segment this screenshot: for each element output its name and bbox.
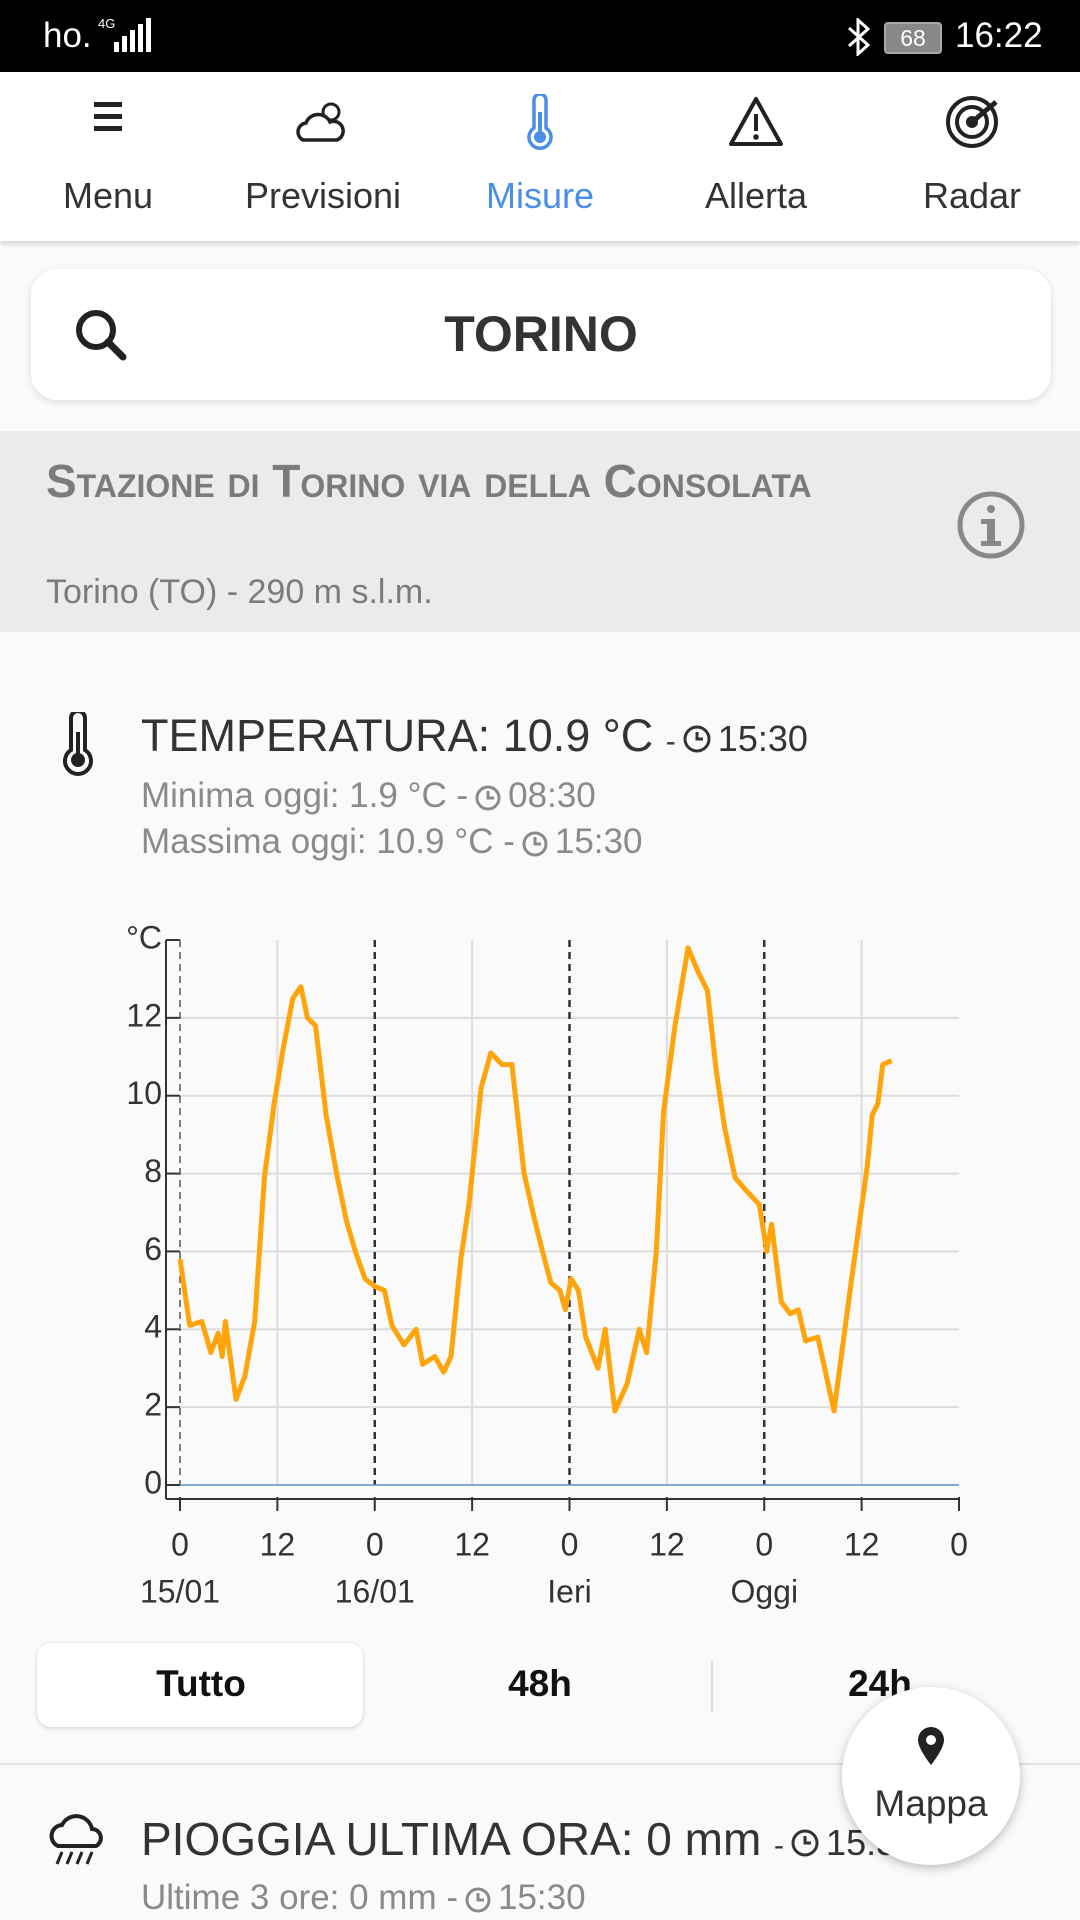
y-tick-label: 4 bbox=[144, 1309, 162, 1345]
max-time: 15:30 bbox=[554, 822, 643, 861]
nav-item[interactable]: Menu bbox=[8, 72, 208, 241]
nav-bar: Menu Previsioni Misure Allerta Radar bbox=[0, 72, 1080, 241]
temperature-line bbox=[177, 945, 893, 1414]
y-tick-label: 12 bbox=[126, 997, 162, 1033]
nav-icon bbox=[296, 102, 345, 142]
signal-icon bbox=[114, 18, 151, 52]
rain-value: PIOGGIA ULTIMA ORA: 0 mm bbox=[141, 1813, 762, 1865]
nav-item[interactable]: Misure bbox=[440, 72, 640, 241]
nav-item[interactable]: Radar bbox=[872, 72, 1072, 241]
x-tick-label: 12 bbox=[260, 1526, 296, 1562]
clock-icon bbox=[475, 785, 501, 811]
rain-icon bbox=[49, 1814, 103, 1865]
x-tick-label: 0 bbox=[561, 1526, 579, 1562]
temperature-chart: 0 2 4 6 8 10 12 °C 0 12 0 12 0 12 0 12 0 15/01 16/01 Ieri Og… bbox=[126, 919, 968, 1609]
info-icon[interactable] bbox=[955, 489, 1027, 561]
network: 4G bbox=[98, 16, 116, 31]
nav-label: Allerta bbox=[704, 175, 808, 216]
range-selected bbox=[37, 1643, 363, 1727]
clock-icon bbox=[522, 831, 548, 857]
temperature-time: 15:30 bbox=[717, 718, 808, 759]
temperature-min: Minima oggi: 1.9 °C - 08:30 bbox=[141, 776, 596, 816]
nav-label: Menu bbox=[62, 175, 154, 216]
x-tick-label: 0 bbox=[950, 1526, 968, 1562]
x-tick-label: 0 bbox=[171, 1526, 189, 1562]
station-location: Torino (TO) - 290 m s.l.m. bbox=[46, 573, 433, 611]
nav-icon bbox=[946, 96, 998, 148]
carrier: ho. bbox=[43, 16, 92, 55]
nav-label: Misure bbox=[485, 175, 595, 216]
nav-item[interactable]: Allerta bbox=[656, 72, 856, 241]
temperature-value: TEMPERATURA: 10.9 °C bbox=[141, 710, 654, 761]
x-tick-label: 0 bbox=[755, 1526, 773, 1562]
x-tick-label: 12 bbox=[844, 1526, 880, 1562]
min-label: Minima oggi: 1.9 °C - bbox=[141, 776, 469, 815]
search-box[interactable]: TORINO bbox=[31, 269, 1051, 400]
map-label: Mappa bbox=[874, 1783, 988, 1824]
min-time: 08:30 bbox=[508, 776, 596, 815]
x-tick-label: 12 bbox=[454, 1526, 490, 1562]
station-name: Stazione di Torino via della Consolata bbox=[46, 455, 812, 507]
nav-icon bbox=[729, 97, 783, 146]
separator: - bbox=[774, 1829, 785, 1862]
separator: - bbox=[665, 725, 676, 758]
rain-sub-label: Ultime 3 ore: 0 mm - bbox=[141, 1878, 458, 1917]
rain-sub: Ultime 3 ore: 0 mm - 15:30 bbox=[141, 1878, 586, 1918]
max-label: Massima oggi: 10.9 °C - bbox=[141, 822, 515, 861]
day-label: 15/01 bbox=[140, 1573, 220, 1609]
battery-level: 68 bbox=[900, 25, 926, 51]
thermometer-icon bbox=[63, 712, 93, 776]
nav-item[interactable]: Previsioni bbox=[223, 72, 423, 241]
y-tick-label: 0 bbox=[144, 1464, 162, 1500]
y-tick-label: 2 bbox=[144, 1387, 162, 1423]
range-option[interactable]: Tutto bbox=[156, 1663, 246, 1704]
battery-icon: 68 bbox=[884, 22, 942, 54]
x-tick-label: 0 bbox=[366, 1526, 384, 1562]
station-header: Stazione di Torino via della Consolata T… bbox=[0, 431, 1080, 632]
y-tick-label: 10 bbox=[126, 1075, 162, 1111]
rain-title: PIOGGIA ULTIMA ORA: 0 mm -15:30 bbox=[141, 1812, 916, 1866]
divider bbox=[0, 1763, 1080, 1765]
range-separator bbox=[711, 1660, 713, 1712]
day-label: Ieri bbox=[547, 1573, 591, 1609]
x-tick-label: 12 bbox=[649, 1526, 685, 1562]
y-tick-label: 8 bbox=[144, 1153, 162, 1189]
nav-icon bbox=[527, 94, 553, 150]
search-query: TORINO bbox=[444, 306, 638, 362]
y-tick-label: °C bbox=[126, 919, 162, 955]
nav-label: Previsioni bbox=[244, 175, 402, 216]
clock-icon bbox=[465, 1887, 491, 1913]
rain-sub-time: 15:30 bbox=[498, 1878, 586, 1917]
temperature-max: Massima oggi: 10.9 °C - 15:30 bbox=[141, 822, 642, 862]
clock-time: 16:22 bbox=[955, 16, 1043, 55]
pin-icon bbox=[918, 1727, 944, 1765]
map-button[interactable]: Mappa bbox=[842, 1687, 1020, 1865]
temperature-title: TEMPERATURA: 10.9 °C - 15:30 bbox=[141, 710, 808, 762]
day-label: 16/01 bbox=[335, 1573, 415, 1609]
day-label: Oggi bbox=[730, 1573, 798, 1609]
clock-icon bbox=[791, 1829, 819, 1857]
clock-icon bbox=[683, 725, 711, 753]
range-option[interactable]: 24h bbox=[848, 1663, 912, 1704]
nav-label: Radar bbox=[922, 175, 1022, 216]
range-option[interactable]: 48h bbox=[508, 1663, 572, 1704]
search-icon bbox=[76, 310, 127, 361]
nav-icon bbox=[94, 102, 122, 131]
y-tick-label: 6 bbox=[144, 1231, 162, 1267]
status-bar: ho. 4G 68 16:22 bbox=[0, 0, 1080, 72]
bluetooth-icon bbox=[847, 18, 871, 56]
